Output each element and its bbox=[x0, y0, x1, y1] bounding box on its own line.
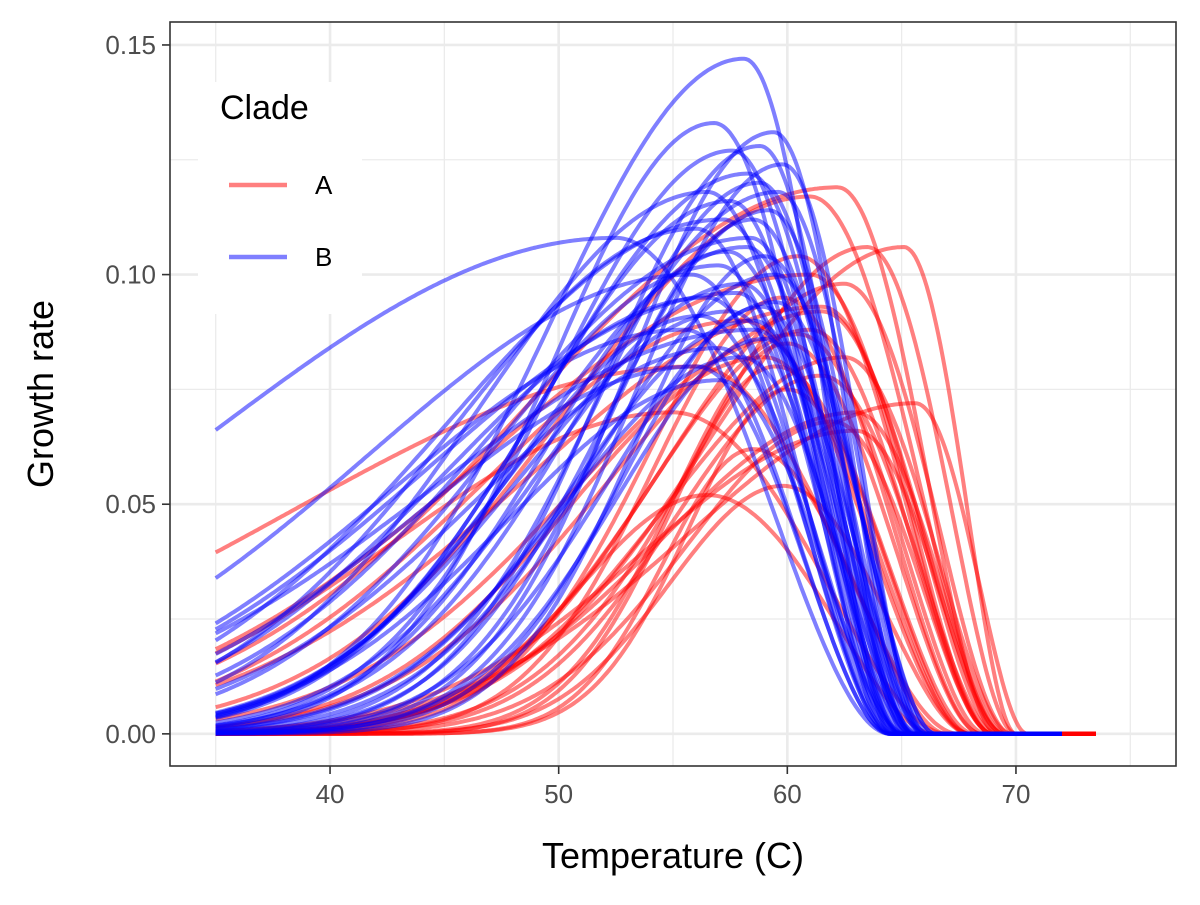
x-tick-label: 40 bbox=[316, 779, 345, 809]
x-tick-label: 70 bbox=[1001, 779, 1030, 809]
curve-clade-b bbox=[215, 189, 1062, 736]
y-tick-label: 0.15 bbox=[105, 30, 156, 60]
x-tick-label: 50 bbox=[544, 779, 573, 809]
y-tick-label: 0.05 bbox=[105, 489, 156, 519]
y-axis-ticks: 0.00 0.05 0.10 0.15 bbox=[105, 30, 170, 749]
curve-clade-a bbox=[215, 355, 1096, 736]
curve-clade-b bbox=[215, 171, 1062, 736]
legend-background bbox=[198, 82, 362, 314]
legend: Clade AB bbox=[198, 82, 362, 314]
legend-entries: AB bbox=[229, 170, 333, 272]
x-axis-ticks: 40 50 60 70 bbox=[316, 766, 1030, 809]
curves bbox=[214, 56, 1096, 736]
legend-label-b: B bbox=[315, 242, 332, 272]
panel-border bbox=[169, 21, 1177, 767]
legend-label-a: A bbox=[315, 170, 333, 200]
curve-clade-b bbox=[215, 272, 1062, 736]
y-axis-title: Growth rate bbox=[20, 300, 61, 488]
y-tick-label: 0.10 bbox=[105, 260, 156, 290]
legend-title: Clade bbox=[220, 89, 309, 127]
curve-clade-b bbox=[215, 300, 1062, 736]
x-tick-label: 60 bbox=[773, 779, 802, 809]
y-tick-label: 0.00 bbox=[105, 719, 156, 749]
x-axis-title: Temperature (C) bbox=[542, 835, 804, 876]
